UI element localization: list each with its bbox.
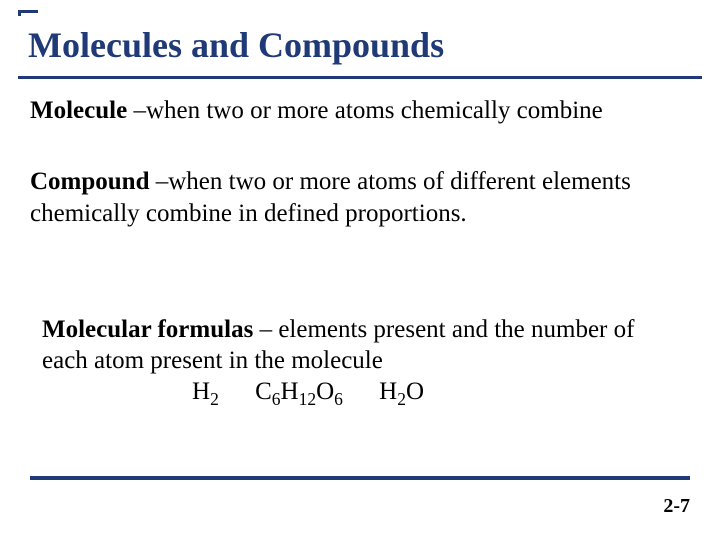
slide-body: Molecule –when two or more atoms chemica…	[30, 95, 680, 408]
slide: Molecules and Compounds Molecule –when t…	[0, 0, 720, 540]
formula-c6h12o6: C6H12O6	[255, 378, 343, 405]
definition-compound: Compound –when two or more atoms of diff…	[30, 166, 680, 229]
slide-title: Molecules and Compounds	[18, 16, 702, 76]
term-molecule: Molecule	[30, 97, 127, 124]
term-compound: Compound	[30, 168, 150, 195]
title-block: Molecules and Compounds	[18, 10, 702, 79]
term-molecular-formulas: Molecular formulas	[42, 316, 253, 343]
page-number: 2-7	[663, 495, 690, 518]
dash: –	[127, 97, 146, 124]
dash: –	[253, 316, 278, 343]
title-underline	[18, 76, 702, 79]
bottom-rule	[30, 476, 690, 480]
definition-molecular-formulas: Molecular formulas – elements present an…	[30, 314, 680, 408]
dash: –	[150, 168, 169, 195]
definition-molecule-text: when two or more atoms chemically combin…	[146, 97, 603, 124]
definition-molecule: Molecule –when two or more atoms chemica…	[30, 95, 680, 126]
formula-h2: H2	[192, 378, 219, 405]
formula-h2o: H2O	[379, 378, 424, 405]
formula-examples: H2 C6H12O6 H2O	[42, 376, 680, 407]
